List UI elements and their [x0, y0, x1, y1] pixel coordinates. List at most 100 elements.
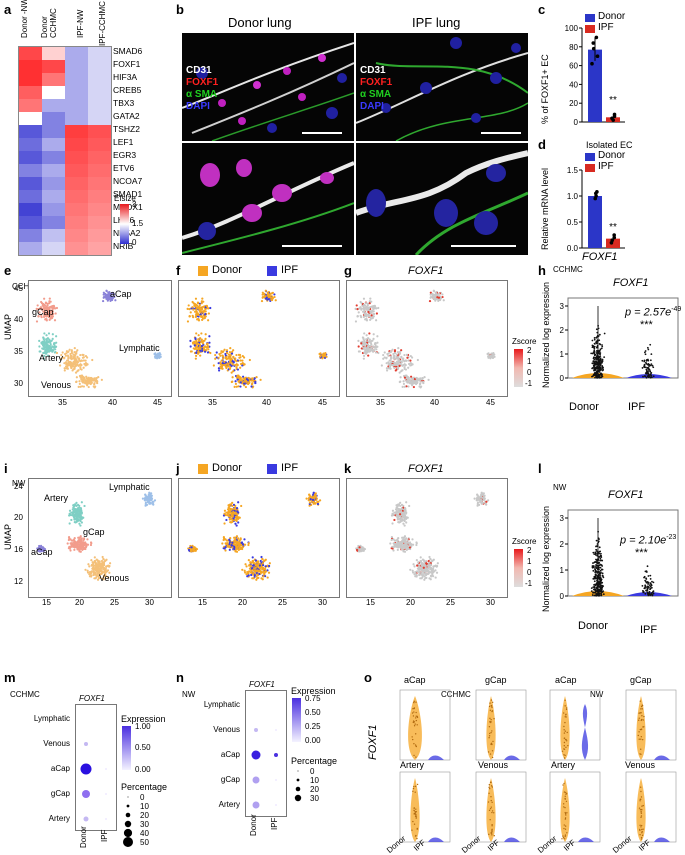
umap-point — [95, 564, 97, 566]
umap-point — [243, 382, 245, 384]
violin-frame — [400, 690, 450, 760]
umap-point — [73, 549, 75, 551]
umap-point — [410, 543, 412, 545]
legend-ipf: IPF — [281, 264, 298, 276]
cell-point — [603, 593, 605, 595]
umap-point — [77, 508, 79, 510]
umap-point — [93, 380, 95, 382]
ytick-label: 0 — [574, 118, 579, 127]
umap-point — [240, 381, 242, 383]
heatmap-cell — [19, 73, 42, 86]
cell-point — [566, 812, 567, 813]
heatmap-cell — [19, 60, 42, 73]
cell-point — [563, 806, 564, 807]
cell-point — [638, 731, 639, 732]
violin-ipf — [582, 704, 588, 760]
umap-point — [201, 298, 203, 300]
umap-point — [89, 571, 91, 573]
cell-point — [416, 838, 417, 839]
umap-point — [356, 304, 358, 306]
cell-point — [595, 575, 597, 577]
xtick: 30 — [486, 598, 495, 607]
xtick: 45 — [318, 398, 327, 407]
umap-point — [485, 501, 487, 503]
umap-point — [232, 356, 234, 358]
umap-point — [79, 547, 81, 549]
umap-point — [399, 372, 401, 374]
percentage-dot — [123, 837, 133, 847]
panel-label-h: h — [538, 263, 546, 278]
umap-point — [225, 542, 227, 544]
umap-point — [203, 340, 205, 342]
umap-point — [55, 335, 57, 337]
umap-point — [367, 348, 369, 350]
cell-point — [642, 739, 643, 740]
umap-point — [70, 367, 72, 369]
umap-point — [53, 343, 55, 345]
umap-point — [218, 362, 220, 364]
zscore-tick: 2 — [527, 346, 531, 355]
umap-point — [235, 383, 237, 385]
cell-point — [641, 838, 642, 839]
ytick-label: 20 — [569, 99, 578, 108]
umap-point — [264, 560, 266, 562]
pvalue-exponent: -23 — [666, 534, 676, 541]
cell-point — [592, 578, 594, 580]
umap-point — [401, 508, 403, 510]
violin-ylabel: Normalized log expression — [541, 506, 551, 612]
umap-point — [188, 304, 190, 306]
cell-point — [593, 351, 595, 353]
umap-point — [152, 501, 154, 503]
cell-point — [413, 715, 414, 716]
ytick: 16 — [14, 545, 23, 554]
umap-point — [233, 508, 235, 510]
umap-point — [233, 517, 235, 519]
dotplot-col: Donor — [249, 814, 258, 836]
cell-point — [563, 828, 564, 829]
cell-point — [642, 585, 644, 587]
cell-point — [641, 715, 642, 716]
stain-dapi: DAPI — [186, 101, 210, 112]
umap-point — [259, 564, 261, 566]
umap-point — [231, 352, 233, 354]
cell-point — [563, 783, 564, 784]
umap-point — [399, 542, 401, 544]
cluster-label: Lymphatic — [109, 482, 150, 492]
umap-point — [408, 381, 410, 383]
umap-point — [386, 367, 388, 369]
cell-point — [591, 590, 593, 592]
cluster-label: aCap — [31, 547, 53, 557]
umap-point — [231, 376, 233, 378]
umap-point — [205, 333, 207, 335]
legend-swatch-donor — [198, 464, 208, 474]
donor-lung-image-top: CD31 FOXF1 α SMA DAPI — [182, 33, 354, 141]
ytick: 12 — [14, 577, 23, 586]
umap-point — [435, 576, 437, 578]
umap-point — [202, 342, 204, 344]
umap-point — [262, 564, 264, 566]
umap-point — [234, 386, 236, 388]
umap-point — [93, 383, 95, 385]
umap-point — [313, 492, 315, 494]
umap-point — [260, 556, 262, 558]
cell-point — [564, 745, 565, 746]
ytick-label: 80 — [569, 43, 578, 52]
heatmap-cell — [19, 125, 42, 138]
cell-point — [641, 825, 642, 826]
umap-point — [375, 351, 377, 353]
cell-point — [597, 569, 599, 571]
umap-point — [368, 332, 370, 334]
umap-point — [438, 299, 440, 301]
cell-point — [491, 812, 492, 813]
umap-point — [401, 517, 403, 519]
legend-donor: Donor — [212, 264, 242, 276]
umap-point — [260, 560, 262, 562]
umap-point — [393, 356, 395, 358]
heatmap-cell — [88, 86, 111, 99]
cell-point — [565, 814, 566, 815]
umap-point — [43, 298, 45, 300]
umap-point — [78, 550, 80, 552]
umap-point — [235, 366, 237, 368]
significance: *** — [640, 319, 653, 331]
umap-point — [66, 366, 68, 368]
